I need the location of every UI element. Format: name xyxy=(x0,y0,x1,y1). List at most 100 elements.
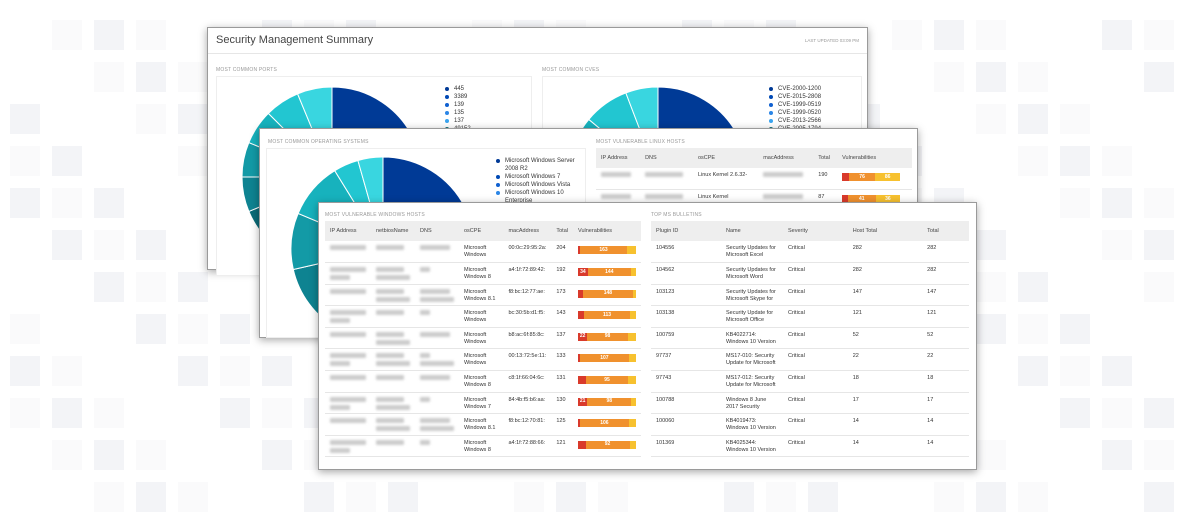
redacted-value xyxy=(330,267,366,273)
high-segment: 107 xyxy=(579,354,630,363)
table-row[interactable]: Microsoft Windows 00:0c:29:95:2a: 204 163 xyxy=(325,241,641,264)
legend-item[interactable]: 445 xyxy=(445,85,471,93)
background-square xyxy=(934,482,964,512)
vulnerability-bar[interactable]: 106 xyxy=(578,419,636,428)
table-row[interactable]: Microsoft Windows 8.1 f8:bc:12:70:81: 125 1… xyxy=(325,413,641,436)
windows-label: MOST VULNERABLE WINDOWS HOSTS xyxy=(325,212,425,218)
table-row[interactable]: 100788 Windows 8 June 2017 Security Critic… xyxy=(651,392,969,415)
column-header[interactable]: osCPE xyxy=(459,221,504,241)
severity-cell: Critical xyxy=(783,284,848,307)
legend-item[interactable]: Microsoft Windows 10 Enterprise xyxy=(496,189,581,205)
legend-dot-icon xyxy=(496,183,500,187)
table-row[interactable]: Microsoft Windows 7 84:4b:f5:b6:aa: 130 21 9… xyxy=(325,392,641,415)
medium-segment xyxy=(629,419,636,428)
legend-item[interactable]: Microsoft Windows 7 xyxy=(496,173,581,181)
oscpe-cell: Microsoft Windows 8.1 xyxy=(459,413,504,436)
legend-item[interactable]: Microsoft Windows Server 2008 R2 xyxy=(496,157,581,173)
table-row[interactable]: Microsoft Windows 8 a4:1f:72:88:66: 121 92 xyxy=(325,435,641,458)
background-square xyxy=(10,188,40,218)
legend-item[interactable]: CVE-2000-1200 xyxy=(769,85,821,93)
column-header[interactable]: osCPE xyxy=(692,148,759,168)
column-header[interactable]: Severity xyxy=(783,221,848,241)
vulnerabilities-cell: 163 xyxy=(573,241,641,264)
high-segment: 92 xyxy=(585,440,630,449)
high-segment: 76 xyxy=(849,173,876,181)
page-title: Security Management Summary xyxy=(216,34,374,46)
column-header[interactable]: Vulnerabilities xyxy=(837,148,912,168)
vulnerability-bar[interactable]: 92 xyxy=(578,440,636,449)
ip-cell xyxy=(325,327,371,350)
table-row[interactable]: Microsoft Windows 8.1 f8:bc:12:77:ae: 173 1… xyxy=(325,284,641,307)
table-row[interactable]: Linux Kernel 2.6.32- 190 76 86 xyxy=(596,168,912,191)
vulnerability-bar[interactable]: 148 xyxy=(578,289,636,298)
windows-hosts-table: IP Address netbiosName DNS osCPE macAddress T… xyxy=(325,221,641,458)
background-square xyxy=(1060,314,1090,344)
table-row[interactable]: 97737 MS17-010: Security Update for Micro… xyxy=(651,348,969,372)
background-square xyxy=(1144,62,1174,92)
legend-item[interactable]: 135 xyxy=(445,109,471,117)
column-header[interactable]: Total xyxy=(922,221,969,241)
table-row[interactable]: Microsoft Windows 8 a4:1f:72:89:42: 192 34 1… xyxy=(325,262,641,285)
column-header[interactable]: IP Address xyxy=(596,148,641,168)
table-row[interactable]: 100759 KB4022714: Windows 10 Version Criti… xyxy=(651,327,969,350)
table-row[interactable]: 97743 MS17-012: Security Update for Micro… xyxy=(651,370,969,393)
table-row[interactable]: Microsoft Windows 8 c8:1f:66:04:6c: 131 95 xyxy=(325,370,641,393)
legend-item[interactable]: Microsoft Windows Vista xyxy=(496,181,581,189)
vulnerability-bar[interactable]: 163 xyxy=(578,246,636,254)
column-header[interactable]: Vulnerabilities xyxy=(573,221,641,241)
mac-cell: bc:30:5b:d1:f5: xyxy=(503,305,552,328)
legend-item[interactable]: CVE-2015-2808 xyxy=(769,93,821,101)
oscpe-cell: Microsoft Windows 7 xyxy=(459,392,504,415)
column-header[interactable]: netbiosName xyxy=(371,221,415,241)
legend-item[interactable]: CVE-1999-0520 xyxy=(769,109,821,117)
redacted-value xyxy=(763,172,804,177)
vulnerability-bar[interactable]: 34 144 xyxy=(578,268,636,277)
background-square xyxy=(976,20,1006,50)
column-header[interactable]: DNS xyxy=(415,221,459,241)
vulnerability-bar[interactable]: 76 86 xyxy=(842,173,901,181)
vulnerability-bar[interactable]: 107 xyxy=(578,354,636,363)
background-square xyxy=(136,230,166,260)
critical-segment xyxy=(842,173,850,181)
vulnerability-bar[interactable]: 95 xyxy=(578,376,636,385)
column-header[interactable]: IP Address xyxy=(325,221,371,241)
vulnerability-bar[interactable]: 21 98 xyxy=(578,397,636,406)
vulnerability-bar[interactable]: 113 xyxy=(578,311,636,320)
table-row[interactable]: Microsoft Windows b8:ac:6f:85:8c: 137 22 98 xyxy=(325,327,641,350)
table-row[interactable]: 104556 Security Updates for Microsoft Exc… xyxy=(651,241,969,264)
column-header[interactable]: Name xyxy=(721,221,784,241)
vulnerability-bar[interactable]: 41 36 xyxy=(842,195,901,204)
table-row[interactable]: 103123 Security Updates for Microsoft Sky… xyxy=(651,284,969,307)
legend-item[interactable]: 137 xyxy=(445,117,471,125)
vulnerability-bar[interactable]: 22 98 xyxy=(578,332,636,341)
medium-segment xyxy=(628,376,636,385)
table-row[interactable]: 103138 Security Update for Microsoft Offi… xyxy=(651,305,969,328)
column-header[interactable]: Total xyxy=(551,221,573,241)
background-square xyxy=(1102,146,1132,176)
redacted-value xyxy=(376,275,410,281)
table-row[interactable]: 104562 Security Updates for Microsoft Wor… xyxy=(651,262,969,285)
legend-item[interactable]: 139 xyxy=(445,101,471,109)
background-square xyxy=(136,104,166,134)
total-cell: 18 xyxy=(922,370,969,393)
background-square xyxy=(136,62,166,92)
column-header[interactable]: Total xyxy=(813,148,838,168)
column-header[interactable]: Plugin ID xyxy=(651,221,722,241)
table-row[interactable]: 101369 KB4025344: Windows 10 Version Criti… xyxy=(651,435,969,458)
legend-item[interactable]: CVE-2013-2566 xyxy=(769,117,821,125)
ip-cell xyxy=(325,348,371,372)
column-header[interactable]: macAddress xyxy=(758,148,814,168)
table-row[interactable]: Microsoft Windows 00:13:72:5e:11: 133 107 xyxy=(325,348,641,372)
column-header[interactable]: macAddress xyxy=(503,221,552,241)
table-row[interactable]: 100060 KB4019473: Windows 10 Version Criti… xyxy=(651,413,969,436)
redacted-value xyxy=(420,310,430,316)
ports-legend: 445338913913513749152 xyxy=(445,85,471,133)
host-total-cell: 17 xyxy=(847,392,923,415)
legend-item[interactable]: CVE-1999-0519 xyxy=(769,101,821,109)
column-header[interactable]: DNS xyxy=(640,148,693,168)
background-square xyxy=(94,440,124,470)
table-row[interactable]: Microsoft Windows bc:30:5b:d1:f5: 143 113 xyxy=(325,305,641,328)
redacted-value xyxy=(376,288,404,294)
legend-item[interactable]: 3389 xyxy=(445,93,471,101)
column-header[interactable]: Host Total xyxy=(847,221,923,241)
